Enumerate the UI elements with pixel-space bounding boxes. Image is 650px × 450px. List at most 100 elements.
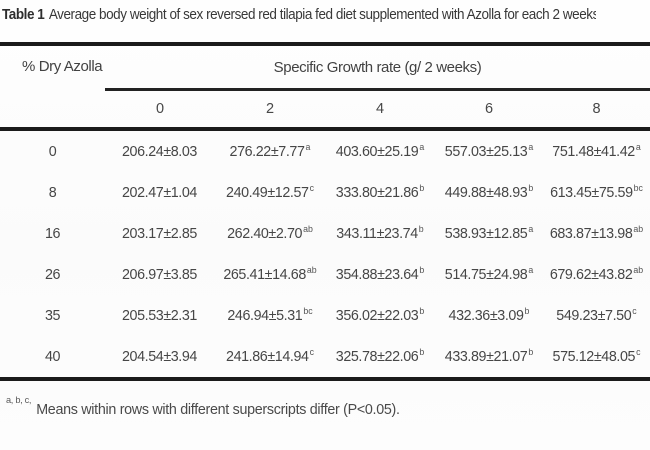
cell-superscript: b	[419, 264, 425, 275]
cell-value: 557.03±25.13	[444, 143, 528, 160]
azolla-level-cell: 0	[48, 143, 57, 160]
table-cell: 613.45±75.59 bc	[543, 172, 650, 213]
cell-value: 354.88±23.64	[335, 266, 419, 283]
cell-value: 333.80±21.86	[335, 184, 419, 201]
table-cell: 241.86±14.94 c	[215, 336, 325, 377]
week-column-header: 2	[265, 101, 275, 117]
table-cell: 240.49±12.57 c	[215, 172, 325, 213]
table-caption-text: Average body weight of sex reversed red …	[48, 6, 596, 23]
cell-value: 246.94±5.31	[227, 307, 303, 324]
week-column-header: 4	[375, 101, 385, 117]
table-cell: 751.48±41.42 a	[543, 131, 650, 172]
table-cell: 206.97±3.85	[105, 254, 215, 295]
table-cell: 683.87±13.98 ab	[543, 213, 650, 254]
table-caption: Table 1 Average body weight of sex revers…	[2, 6, 596, 23]
cell-superscript: b	[418, 223, 424, 234]
table-cell: 538.93±12.85 a	[435, 213, 543, 254]
cell-value: 202.47±1.04	[121, 184, 197, 201]
table-cell: 333.80±21.86 b	[325, 172, 435, 213]
cell-value: 241.86±14.94	[226, 348, 309, 365]
table-cell: 203.17±2.85	[105, 213, 215, 254]
cell-value: 206.97±3.85	[121, 266, 197, 283]
table-cell: 557.03±25.13 a	[435, 131, 543, 172]
table-cell: 449.88±48.93 b	[435, 172, 543, 213]
footnote-text: Means within rows with different supersc…	[36, 401, 400, 418]
table-cell: 356.02±22.03 b	[325, 295, 435, 336]
cell-value: 683.87±13.98	[549, 225, 633, 242]
cell-superscript: a	[635, 141, 641, 152]
cell-superscript: ab	[633, 264, 644, 275]
table-cell: 575.12±48.05 c	[543, 336, 650, 377]
cell-value: 265.41±14.68	[223, 266, 306, 283]
table-cell: 246.94±5.31 bc	[215, 295, 325, 336]
table-cell: 403.60±25.19 a	[325, 131, 435, 172]
cell-superscript: b	[419, 182, 425, 193]
table-cell: 325.78±22.06 b	[325, 336, 435, 377]
cell-value: 432.36±3.09	[448, 307, 524, 324]
cell-value: 276.22±7.77	[229, 143, 305, 160]
cell-superscript: b	[419, 305, 425, 316]
footnote-superscript: a, b, c,	[6, 395, 32, 405]
cell-superscript: a	[528, 223, 534, 234]
week-column-header: 0	[155, 101, 165, 117]
table-cell: 265.41±14.68 ab	[215, 254, 325, 295]
table-cell: 343.11±23.74 b	[325, 213, 435, 254]
row-group-header: % Dry Azolla	[22, 58, 103, 75]
azolla-level-cell: 8	[48, 184, 57, 201]
table-cell: 432.36±3.09 b	[435, 295, 543, 336]
table-cell: 679.62±43.82 ab	[543, 254, 650, 295]
cell-superscript: c	[309, 346, 314, 357]
cell-value: 325.78±22.06	[335, 348, 419, 365]
azolla-level-cell: 40	[44, 348, 61, 365]
cell-value: 206.24±8.03	[121, 143, 197, 160]
table-cell: 514.75±24.98 a	[435, 254, 543, 295]
table-cell: 354.88±23.64 b	[325, 254, 435, 295]
cell-superscript: bc	[633, 182, 643, 193]
cell-value: 343.11±23.74	[336, 225, 418, 242]
cell-superscript: c	[632, 305, 637, 316]
table-body: 0 206.24±8.03 276.22±7.77 a 403.60±25.19 a…	[0, 131, 650, 381]
table-cell: 433.89±21.07 b	[435, 336, 543, 377]
table-header: % Dry Azolla Specific Growth rate (g/ 2 …	[0, 42, 650, 131]
cell-value: 204.54±3.94	[121, 348, 197, 365]
cell-value: 751.48±41.42	[552, 143, 635, 160]
cell-superscript: ab	[633, 223, 644, 234]
table-cell: 549.23±7.50 c	[543, 295, 650, 336]
cell-value: 613.45±75.59	[550, 184, 633, 201]
cell-value: 203.17±2.85	[121, 225, 197, 242]
cell-superscript: a	[528, 264, 534, 275]
table-cell: 202.47±1.04	[105, 172, 215, 213]
cell-superscript: a	[419, 141, 425, 152]
table-cell: 206.24±8.03	[105, 131, 215, 172]
cell-superscript: ab	[306, 264, 317, 275]
cell-value: 679.62±43.82	[549, 266, 633, 283]
cell-value: 433.89±21.07	[444, 348, 528, 365]
table-cell: 276.22±7.77 a	[215, 131, 325, 172]
cell-value: 538.93±12.85	[444, 225, 528, 242]
cell-superscript: a	[528, 141, 534, 152]
cell-superscript: b	[524, 305, 530, 316]
cell-value: 514.75±24.98	[444, 266, 528, 283]
cell-superscript: c	[309, 182, 314, 193]
azolla-level-cell: 26	[44, 266, 61, 283]
cell-superscript: b	[528, 346, 534, 357]
cell-superscript: ab	[303, 223, 313, 234]
table-footnote: a, b, c, Means within rows with different…	[6, 395, 400, 418]
cell-value: 262.40±2.70	[227, 225, 303, 242]
cell-superscript: c	[636, 346, 641, 357]
azolla-level-cell: 35	[44, 307, 61, 324]
cell-superscript: b	[419, 346, 425, 357]
cell-value: 205.53±2.31	[121, 307, 197, 324]
table-cell: 205.53±2.31	[105, 295, 215, 336]
data-table: % Dry Azolla Specific Growth rate (g/ 2 …	[0, 42, 650, 381]
cell-value: 549.23±7.50	[556, 307, 632, 324]
week-column-header: 6	[484, 101, 494, 117]
cell-superscript: a	[305, 141, 311, 152]
cell-value: 575.12±48.05	[552, 348, 636, 365]
cell-value: 356.02±22.03	[335, 307, 419, 324]
table-cell: 262.40±2.70 ab	[215, 213, 325, 254]
cell-superscript: b	[528, 182, 534, 193]
week-column-header: 8	[592, 101, 601, 117]
cell-value: 403.60±25.19	[335, 143, 419, 160]
